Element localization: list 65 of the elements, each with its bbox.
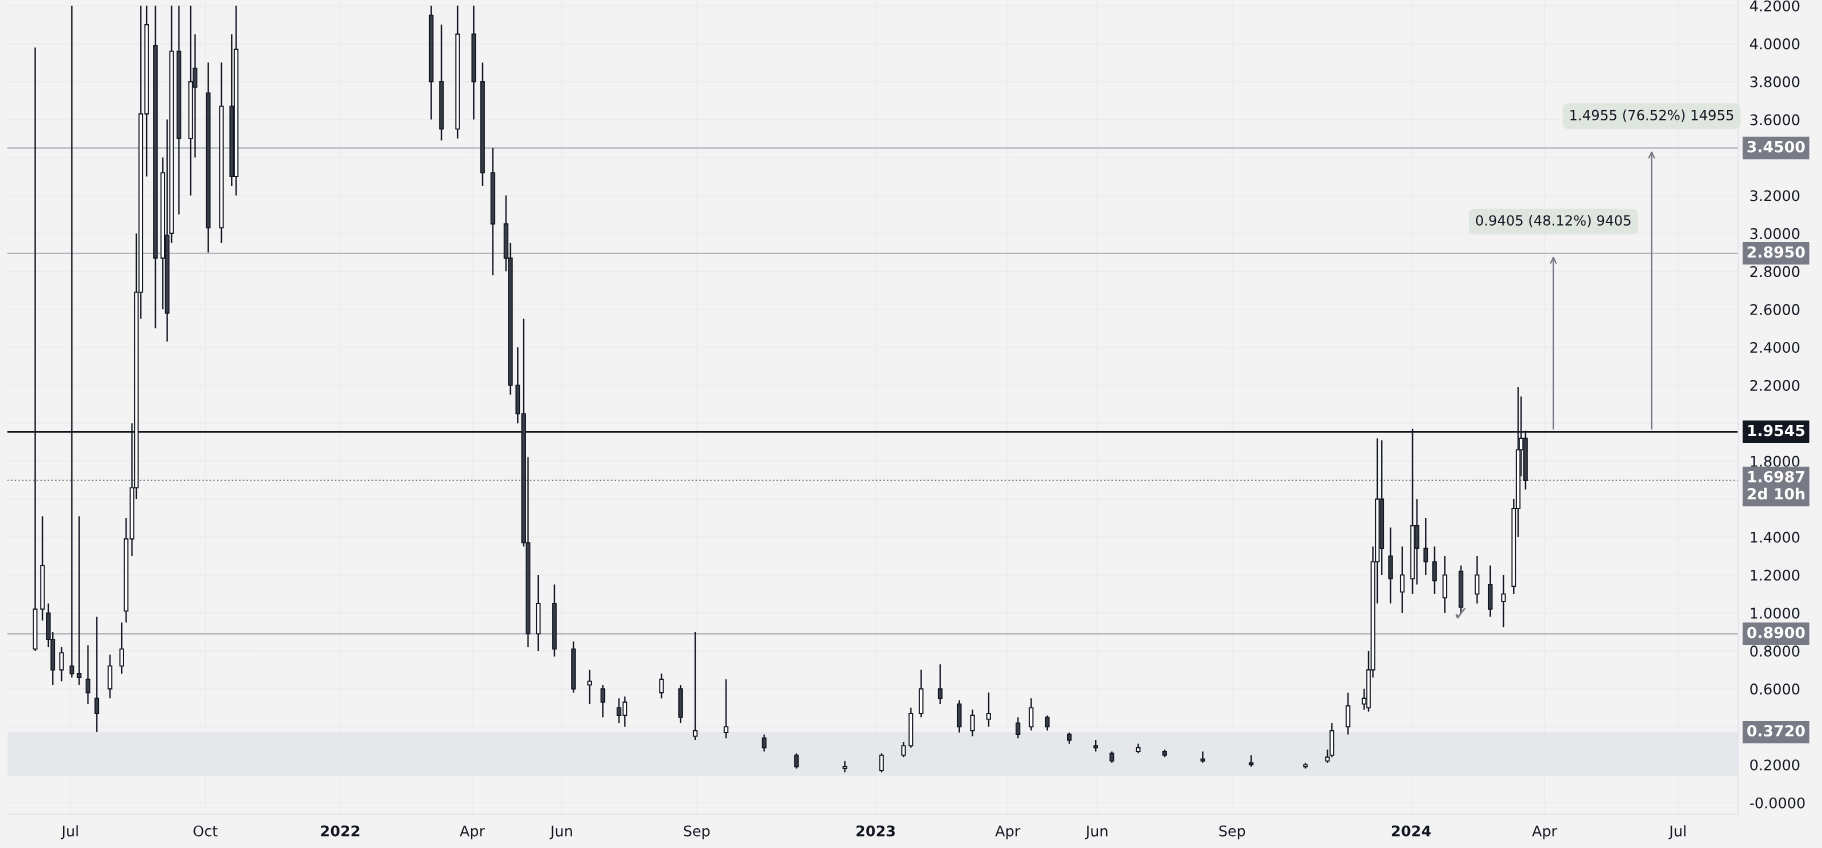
ref-line-label: 0.8900 xyxy=(1747,626,1805,639)
candlestick xyxy=(692,631,698,741)
candlestick xyxy=(94,616,100,733)
y-tick-label: 1.2000 xyxy=(1750,569,1800,581)
x-tick-label: 2023 xyxy=(856,825,895,837)
annotation: ✓ xyxy=(1455,607,1466,619)
candlestick xyxy=(659,672,664,700)
y-tick-label: 4.2000 xyxy=(1750,0,1800,12)
x-tick-label: Apr xyxy=(459,825,485,840)
candlestick xyxy=(986,691,991,728)
candlestick xyxy=(1015,716,1021,739)
candlestick xyxy=(1442,555,1448,614)
candlestick xyxy=(1388,526,1393,605)
candlestick xyxy=(842,760,848,774)
annotation: 0.9405 (48.12%) 9405 xyxy=(1475,214,1631,228)
band-label: 0.3720 xyxy=(1747,724,1805,737)
x-tick-label: Jun xyxy=(549,825,572,840)
ref-line-label: 2.8950 xyxy=(1747,246,1805,258)
y-tick-label: 3.0000 xyxy=(1750,228,1800,240)
y-tick-label: 1.4000 xyxy=(1750,531,1800,543)
candlestick xyxy=(1423,517,1429,576)
y-tick-label: 2.8000 xyxy=(1750,266,1800,278)
candlestick xyxy=(970,709,975,737)
y-tick-label: 0.2000 xyxy=(1750,759,1800,771)
y-tick-label: 3.6000 xyxy=(1750,114,1800,126)
y-tick-label: 0.6000 xyxy=(1750,683,1800,695)
x-tick-label: Jun xyxy=(1085,825,1108,840)
candlestick xyxy=(937,663,943,705)
candlestick xyxy=(879,752,884,774)
candlestick xyxy=(59,646,64,682)
candlestick xyxy=(119,621,125,675)
x-tick-label: Oct xyxy=(193,825,218,837)
candlestick xyxy=(956,699,962,734)
ref-line-label: 3.4500 xyxy=(1747,140,1805,153)
candlestick xyxy=(76,515,82,686)
x-tick-label: Apr xyxy=(995,825,1021,840)
x-tick-label: Apr xyxy=(1532,825,1558,840)
candlestick xyxy=(1028,697,1034,732)
x-tick-label: 2022 xyxy=(321,825,360,837)
y-tick-label: 0.8000 xyxy=(1750,645,1800,657)
x-tick-label: Jul xyxy=(60,825,78,840)
x-tick-label: Sep xyxy=(1219,825,1246,840)
candlestick xyxy=(587,669,592,705)
y-tick-label: 1.8000 xyxy=(1750,455,1800,467)
y-tick-label: 4.0000 xyxy=(1750,38,1800,50)
y-tick-label: 2.4000 xyxy=(1750,341,1800,354)
x-tick-label: Sep xyxy=(683,825,710,840)
x-tick-label: 2024 xyxy=(1391,825,1431,837)
ref-line-label: 1.9545 xyxy=(1748,424,1805,437)
ref-line-label: 1.6987 2d 10h xyxy=(1747,470,1805,500)
y-tick-label: 3.2000 xyxy=(1750,190,1800,202)
candlestick xyxy=(1399,545,1405,614)
candlestick xyxy=(1432,545,1437,595)
y-tick-label: 3.8000 xyxy=(1750,76,1800,88)
y-tick-label: -0.0000 xyxy=(1750,797,1805,809)
annotation: 1.4955 (76.52%) 14955 xyxy=(1570,109,1734,122)
candlestick xyxy=(1248,754,1254,768)
y-tick-label: 2.2000 xyxy=(1750,379,1800,391)
candlestick xyxy=(1501,574,1506,628)
candlestick xyxy=(723,678,729,739)
candlestick xyxy=(1474,555,1480,605)
y-tick-label: 1.0000 xyxy=(1750,607,1800,619)
candlestick xyxy=(600,684,606,718)
y-tick-label: 2.6000 xyxy=(1750,304,1800,316)
x-tick-label: Jul xyxy=(1668,825,1686,840)
